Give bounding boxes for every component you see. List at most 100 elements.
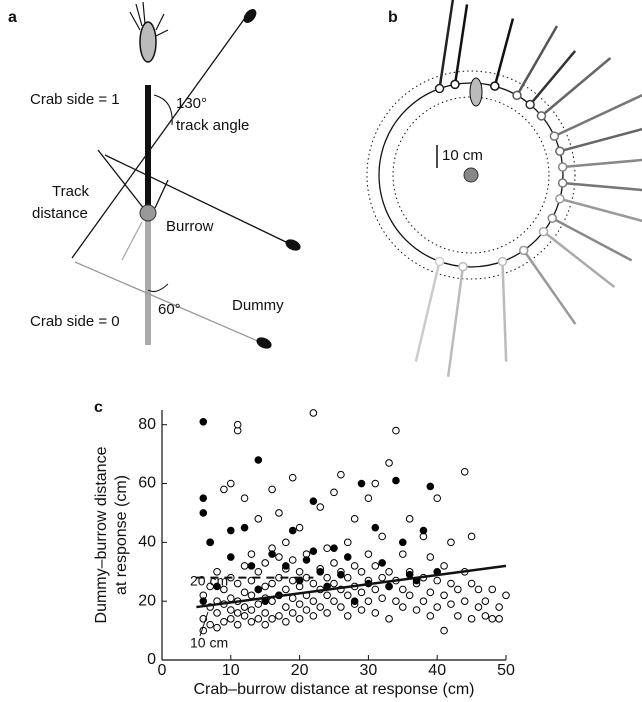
point — [419, 526, 428, 535]
track — [414, 261, 441, 362]
point — [454, 612, 462, 620]
point — [488, 585, 497, 594]
point — [275, 612, 283, 620]
track — [559, 197, 642, 223]
point — [240, 612, 249, 620]
point — [316, 567, 325, 576]
point — [268, 550, 276, 558]
track-start — [525, 99, 535, 110]
point — [213, 582, 221, 591]
point — [233, 579, 242, 588]
point — [357, 606, 366, 614]
point — [220, 617, 228, 626]
point — [467, 579, 476, 588]
point — [282, 617, 290, 626]
point — [295, 600, 304, 608]
point — [378, 532, 386, 541]
point — [199, 494, 208, 503]
point — [343, 573, 352, 582]
track-start — [450, 79, 460, 90]
track — [553, 93, 642, 138]
point — [309, 597, 318, 605]
point — [371, 562, 380, 570]
point — [378, 559, 386, 567]
track — [540, 57, 612, 117]
point — [268, 485, 276, 494]
point — [357, 567, 366, 576]
point — [337, 470, 345, 479]
point — [220, 585, 228, 594]
outer-ring — [366, 70, 576, 280]
angle-arc — [147, 283, 169, 292]
point — [454, 585, 462, 594]
point — [385, 567, 393, 576]
track-start — [497, 256, 508, 267]
track — [559, 127, 642, 153]
point — [357, 479, 366, 488]
point — [392, 426, 400, 435]
y-axis-label: Dummy–burrow distance — [93, 446, 110, 623]
y-tick-label: 20 — [138, 592, 156, 609]
leader — [199, 611, 209, 637]
track — [542, 230, 616, 289]
point — [227, 526, 235, 535]
point — [240, 562, 249, 570]
track-line — [71, 17, 246, 259]
y-tick-label: 40 — [138, 534, 156, 551]
point — [378, 594, 386, 603]
track-start — [549, 131, 560, 141]
track-start — [536, 111, 547, 121]
point — [282, 538, 290, 547]
point — [474, 603, 483, 611]
point — [412, 606, 421, 614]
label: Crab side = 0 — [30, 313, 120, 330]
point — [399, 538, 407, 547]
point — [288, 609, 297, 617]
point — [343, 553, 352, 561]
point — [199, 597, 208, 605]
track-start — [557, 162, 568, 172]
point — [371, 479, 380, 488]
point — [254, 456, 263, 464]
point — [213, 623, 221, 632]
point — [247, 562, 256, 570]
point — [385, 615, 393, 623]
point — [227, 553, 235, 561]
point — [399, 585, 407, 594]
label: distance — [32, 205, 88, 222]
panel-c: c 0 20 40 60 80 0 10 20 30 40 50 Crab–burrow distanc… — [93, 399, 515, 698]
point — [254, 600, 263, 608]
point — [350, 562, 359, 570]
point — [261, 582, 270, 591]
inner-ring — [392, 96, 550, 254]
point — [481, 612, 490, 620]
point — [261, 620, 270, 629]
point — [213, 609, 221, 617]
point — [330, 597, 338, 605]
point — [233, 620, 242, 629]
x-tick-label: 20 — [291, 662, 309, 679]
point — [330, 579, 338, 588]
point — [288, 556, 297, 564]
burrow — [463, 167, 479, 183]
panel-a: a Crab side = 1 130° track angle Track d… — [8, 1, 301, 349]
point — [447, 538, 455, 547]
point — [405, 515, 414, 523]
point — [240, 603, 249, 611]
point — [275, 553, 283, 561]
y-axis-label: at response (cm) — [113, 475, 130, 595]
distance-arrow — [97, 149, 146, 211]
dummy-icon — [256, 337, 272, 349]
point — [330, 488, 338, 497]
track — [501, 261, 508, 362]
point — [364, 597, 373, 605]
point — [309, 547, 318, 555]
point — [261, 559, 270, 567]
point — [213, 567, 221, 576]
point — [405, 591, 414, 600]
point — [364, 550, 373, 558]
point — [323, 573, 331, 582]
point — [247, 576, 256, 585]
point — [399, 550, 407, 558]
